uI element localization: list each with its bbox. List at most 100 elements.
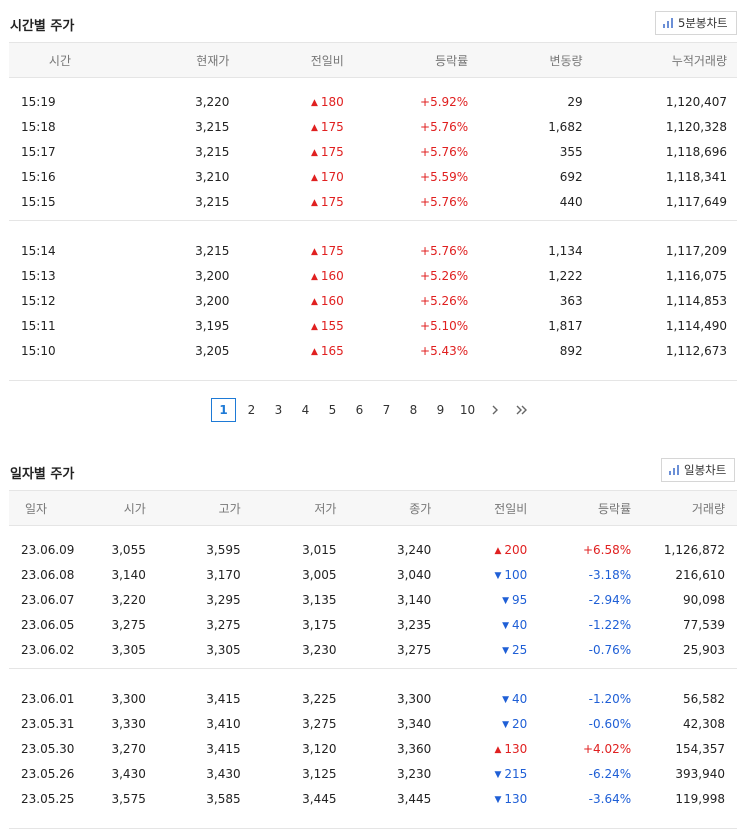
table-row: 23.06.05 3,275 3,275 3,175 3,235 ▼ 40 -1.22% 77,… [9, 612, 737, 637]
hourly-cell-0: 15:12 [21, 293, 56, 308]
triangle-down-icon: ▼ [502, 694, 510, 705]
daily-cell-7: 56,582 [683, 691, 725, 706]
daily-cell-4: 3,040 [396, 567, 432, 582]
table-row: 15:11 3,195 ▲ 155 +5.10% 1,817 1,114,490 [9, 313, 737, 338]
change-value: 170 [320, 169, 344, 184]
daily-cell-3: 3,120 [302, 741, 337, 756]
daily-cell-5: ▼ 40 [443, 686, 547, 711]
hourly-cell-2: ▲ 155 [239, 313, 363, 338]
triangle-down-icon: ▼ [494, 794, 502, 805]
page-link-1[interactable]: 1 [211, 398, 236, 422]
hourly-cell-5: 1,120,328 [665, 119, 727, 134]
daily-header-6: 등락률 [547, 490, 644, 526]
hourly-cell-3: +5.43% [420, 343, 469, 358]
daily-cell-0: 23.06.09 [21, 542, 75, 557]
triangle-up-icon: ▲ [310, 97, 318, 108]
change-value: 200 [504, 542, 528, 557]
page-link-3[interactable]: 3 [274, 403, 283, 417]
daily-cell-7: 216,610 [675, 567, 725, 582]
table-row: 23.06.09 3,055 3,595 3,015 3,240 ▲ 200 +6.58% 1,… [9, 537, 737, 562]
hourly-cell-5: 1,118,341 [665, 169, 727, 184]
daily-cell-0: 23.05.25 [21, 791, 75, 806]
table-row: 23.06.01 3,300 3,415 3,225 3,300 ▼ 40 -1.20% 56,… [9, 686, 737, 711]
daily-cell-2: 3,295 [206, 592, 241, 607]
daily-header-7: 거래량 [643, 490, 737, 526]
hourly-cell-4: 363 [559, 293, 583, 308]
hourly-cell-0: 15:13 [21, 268, 56, 283]
triangle-up-icon: ▲ [310, 172, 318, 183]
daily-cell-2: 3,410 [206, 716, 241, 731]
daily-cell-0: 23.06.02 [21, 642, 75, 657]
daily-cell-2: 3,595 [206, 542, 241, 557]
daily-cell-3: 3,135 [302, 592, 337, 607]
five-minute-chart-button[interactable]: 5분봉차트 [655, 11, 737, 35]
table-row: 23.06.08 3,140 3,170 3,005 3,040 ▼ 100 -3.18% 21… [9, 562, 737, 587]
chevron-right-icon[interactable] [481, 398, 508, 422]
daily-chart-button[interactable]: 일봉차트 [661, 458, 736, 482]
triangle-down-icon: ▼ [494, 769, 502, 780]
daily-cell-4: 3,445 [396, 791, 432, 806]
page-link-4[interactable]: 4 [301, 403, 310, 417]
page-link-5[interactable]: 5 [328, 403, 337, 417]
change-value: 160 [320, 293, 344, 308]
daily-cell-7: 393,940 [675, 766, 725, 781]
daily-cell-1: 3,055 [111, 542, 146, 557]
page-link-10[interactable]: 10 [459, 403, 476, 417]
daily-cell-4: 3,230 [396, 766, 432, 781]
daily-cell-3: 3,275 [302, 716, 337, 731]
table-row: 23.05.30 3,270 3,415 3,120 3,360 ▲ 130 +4.02% 15… [9, 736, 737, 761]
daily-cell-0: 23.06.07 [21, 592, 75, 607]
daily-cell-1: 3,300 [111, 691, 146, 706]
page-link-6[interactable]: 6 [355, 403, 364, 417]
table-row: 15:14 3,215 ▲ 175 +5.76% 1,134 1,117,209 [9, 238, 737, 263]
change-value: 175 [320, 194, 344, 209]
page-link-8[interactable]: 8 [409, 403, 418, 417]
hourly-cell-4: 29 [567, 94, 583, 109]
daily-cell-6: -6.24% [588, 766, 632, 781]
hourly-cell-1: 3,205 [195, 343, 230, 358]
change-value: 95 [512, 592, 528, 607]
page-link-7[interactable]: 7 [382, 403, 391, 417]
daily-cell-2: 3,305 [206, 642, 241, 657]
daily-header-5: 전일비 [443, 490, 548, 526]
hourly-header-1: 현재가 [110, 42, 240, 78]
change-value: 175 [320, 144, 344, 159]
triangle-down-icon: ▼ [502, 645, 510, 656]
daily-cell-0: 23.05.30 [21, 741, 75, 756]
hourly-cell-2: ▲ 160 [239, 263, 363, 288]
triangle-up-icon: ▲ [310, 147, 318, 158]
table-row: 15:19 3,220 ▲ 180 +5.92% 29 1,120,407 [9, 89, 737, 114]
hourly-price-table: 시간 현재가 전일비 등락률 변동량 누적거래량 15:19 3,220 ▲ 180 +5.92%… [9, 42, 737, 387]
daily-cell-6: -1.22% [588, 617, 632, 632]
daily-cell-2: 3,585 [206, 791, 241, 806]
page-link-2[interactable]: 2 [247, 403, 256, 417]
hourly-cell-2: ▲ 165 [239, 338, 363, 363]
daily-cell-1: 3,270 [111, 741, 146, 756]
daily-cell-3: 3,015 [302, 542, 337, 557]
hourly-cell-3: +5.76% [420, 194, 469, 209]
table-row: 15:10 3,205 ▲ 165 +5.43% 892 1,112,673 [9, 338, 737, 363]
page-link-9[interactable]: 9 [436, 403, 445, 417]
hourly-cell-1: 3,215 [195, 194, 230, 209]
change-value: 165 [320, 343, 344, 358]
daily-cell-7: 154,357 [675, 741, 725, 756]
daily-section-title: 일자별 주가 [10, 467, 75, 482]
double-chevron-right-icon[interactable] [508, 398, 535, 422]
hourly-cell-3: +5.76% [420, 119, 469, 134]
daily-cell-3: 3,005 [302, 567, 337, 582]
daily-cell-4: 3,275 [396, 642, 432, 657]
hourly-header-5: 누적거래량 [612, 42, 737, 78]
hourly-cell-5: 1,118,696 [665, 144, 727, 159]
hourly-cell-1: 3,220 [195, 94, 230, 109]
triangle-up-icon: ▲ [310, 321, 318, 332]
daily-cell-3: 3,125 [302, 766, 337, 781]
hourly-cell-1: 3,215 [195, 119, 230, 134]
daily-cell-0: 23.05.26 [21, 766, 75, 781]
daily-cell-5: ▼ 215 [443, 761, 547, 786]
daily-header-2: 고가 [157, 490, 253, 526]
hourly-cell-4: 1,682 [548, 119, 583, 134]
table-row: 15:15 3,215 ▲ 175 +5.76% 440 1,117,649 [9, 189, 737, 214]
triangle-down-icon: ▼ [502, 719, 510, 730]
daily-cell-6: -0.60% [588, 716, 632, 731]
hourly-cell-4: 1,817 [548, 318, 583, 333]
